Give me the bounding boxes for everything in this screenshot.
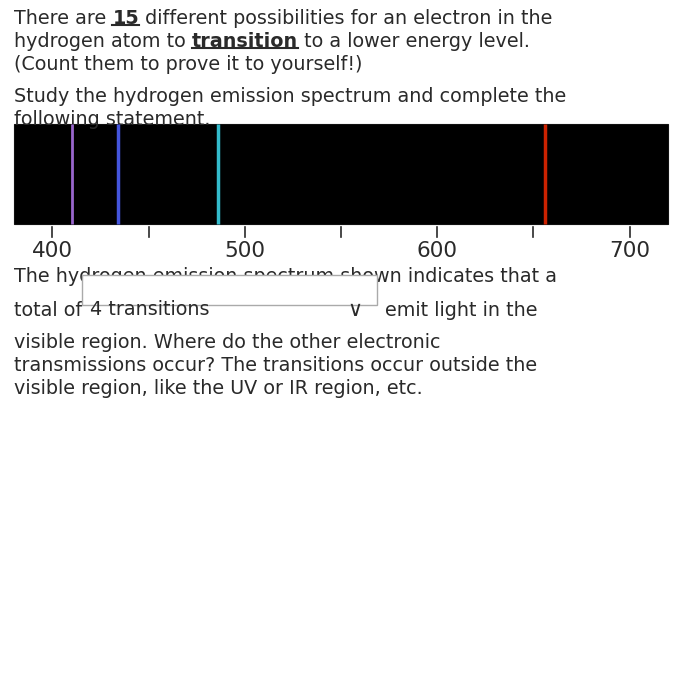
Text: 700: 700 [609,241,650,261]
Text: hydrogen atom to: hydrogen atom to [14,32,192,51]
Text: 400: 400 [32,241,73,261]
Text: to a lower energy level.: to a lower energy level. [298,32,530,51]
Text: There are: There are [14,9,112,28]
Bar [14,124,668,224]
Text: different possibilities for an electron in the: different possibilities for an electron … [139,9,553,28]
Text: 4 transitions: 4 transitions [90,300,210,319]
Text: 500: 500 [224,241,265,261]
Text: total of: total of [14,301,82,320]
Text: transition: transition [192,32,298,51]
FancyBboxPatch shape [82,275,377,305]
Text: 15: 15 [112,9,139,28]
Text: Study the hydrogen emission spectrum and complete the: Study the hydrogen emission spectrum and… [14,87,566,106]
Text: emit light in the: emit light in the [385,301,538,320]
Text: transmissions occur? The transitions occur outside the: transmissions occur? The transitions occ… [14,356,537,375]
Text: The hydrogen emission spectrum shown indicates that a: The hydrogen emission spectrum shown ind… [14,267,557,286]
Text: 600: 600 [416,241,458,261]
Text: following statement.: following statement. [14,110,210,129]
Text: (Count them to prove it to yourself!): (Count them to prove it to yourself!) [14,55,362,74]
Text: visible region, like the UV or IR region, etc.: visible region, like the UV or IR region… [14,379,423,398]
Text: ∨: ∨ [347,300,362,320]
Text: visible region. Where do the other electronic: visible region. Where do the other elect… [14,333,440,352]
